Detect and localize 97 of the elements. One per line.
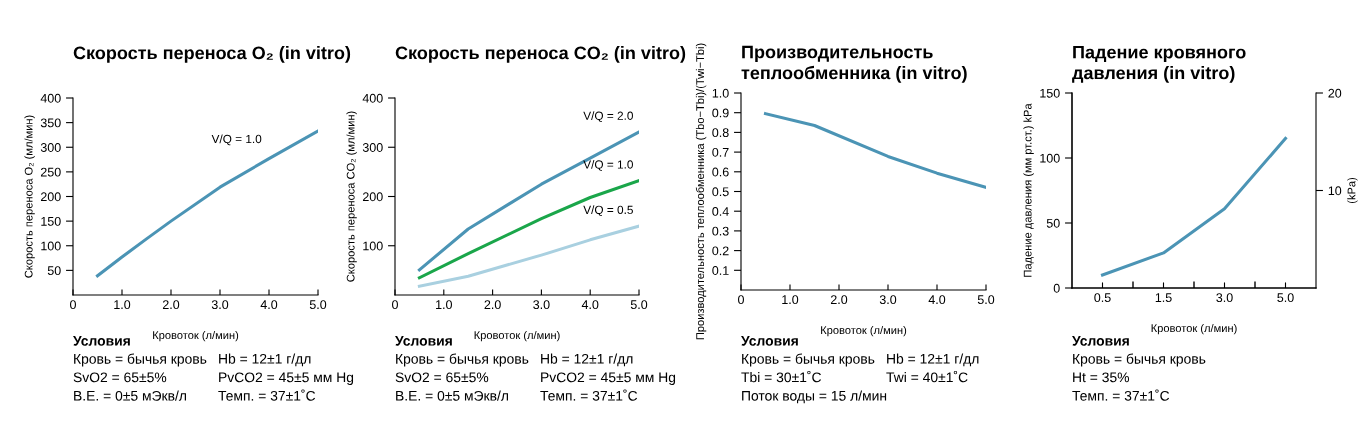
series-label: V/Q = 2.0 <box>583 111 633 123</box>
text: Кровь = бычья кровь <box>74 353 207 367</box>
text: SvO2 = 65±5% <box>73 372 167 383</box>
y-tick-label: 200 <box>362 192 383 202</box>
text: Условия <box>1072 336 1129 346</box>
y-tick-label: 300 <box>362 143 383 152</box>
y-tick-label: 0.4 <box>712 207 729 216</box>
text: Условия <box>741 336 798 346</box>
y-tick-label: 1.0 <box>712 88 729 98</box>
x-axis-title: Кровоток (л/мин) <box>153 330 239 342</box>
x-tick-label: 0 <box>70 300 76 310</box>
text: Ht = 35% <box>1073 372 1130 383</box>
x-tick-label: 0 <box>738 295 744 305</box>
y-axis-title: Падение давления (мм рт.ст.) kPa <box>1023 103 1034 277</box>
y-tick-label: 0.7 <box>712 147 729 157</box>
chart-title: Падение кровяного давления (in vitro) <box>1072 45 1246 83</box>
y-tick-label: 150 <box>41 216 61 226</box>
y-tick-label: 250 <box>40 167 61 177</box>
line-series <box>417 224 639 288</box>
text: Hb = 12±1 г/дл <box>887 353 979 367</box>
y-tick-label: 50 <box>47 266 61 276</box>
x-tick-label: 5.0 <box>309 300 327 310</box>
y-tick-label: 0 <box>1053 283 1060 293</box>
y-tick-label: 0.8 <box>712 128 729 138</box>
series-label: V/Q = 1.0 <box>211 134 262 146</box>
x-tick-label: 3.0 <box>1216 293 1233 303</box>
x-tick-label: 3.0 <box>533 300 550 310</box>
text: Условия <box>395 336 452 346</box>
y-tick-label: 0.1 <box>712 266 729 275</box>
y-tick-label: 350 <box>40 118 61 128</box>
y2-axis-title: (kPa) <box>1347 177 1358 204</box>
x-tick-label: 0 <box>392 300 398 310</box>
text: Темп. = 37±1˚C <box>540 389 638 401</box>
y-tick-label: 300 <box>40 143 61 152</box>
text: Условия <box>73 336 130 346</box>
line-series <box>417 179 639 280</box>
y-axis-title: Скорость переноса CO₂ (мл/мин) <box>346 111 357 282</box>
text: PvCO2 = 45±5 мм Hg <box>541 372 676 385</box>
text: B.E. = 0±5 мЭкв/л <box>74 390 186 401</box>
y-tick-label: 0.3 <box>712 226 729 236</box>
y-tick-label: 400 <box>362 93 383 103</box>
line-series <box>763 112 986 189</box>
y-tick-label: 100 <box>363 241 383 251</box>
line-series <box>95 129 318 278</box>
x-tick-label: 2.0 <box>162 300 180 310</box>
text: Hb = 12±1 г/дл <box>541 353 633 367</box>
text: Темп. = 37±1˚C <box>218 389 316 401</box>
text: SvO2 = 65±5% <box>395 372 489 383</box>
text: PvCO2 = 45±5 мм Hg <box>219 372 354 385</box>
x-tick-label: 2.0 <box>830 295 848 305</box>
x-tick-label: 1.0 <box>782 295 799 305</box>
x-tick-label: 3.0 <box>879 295 897 305</box>
y-tick-label: 100 <box>1040 153 1060 163</box>
text: Кровь = бычья кровь <box>396 353 529 367</box>
x-tick-label: 5.0 <box>630 300 648 310</box>
x-axis-title: Кровоток (л/мин) <box>1151 323 1237 335</box>
x-tick-label: 2.0 <box>484 300 501 310</box>
chart-title: Производительность теплообменника (in vitro) <box>741 45 967 83</box>
x-tick-label: 1.0 <box>436 300 452 310</box>
y-tick-label: 400 <box>40 93 61 103</box>
y-tick-label: 200 <box>40 192 61 202</box>
y-tick-label: 100 <box>41 241 61 251</box>
chart-title: Скорость переноса CO₂ (in vitro) <box>395 46 686 63</box>
text: Кровь = бычья кровь <box>742 353 875 367</box>
x-tick-label: 5.0 <box>977 295 995 305</box>
y-tick-label: 0.2 <box>712 246 729 256</box>
x-tick-label: 0.5 <box>1094 293 1111 303</box>
y-tick-label: 0.6 <box>712 167 729 177</box>
series-label: V/Q = 1.0 <box>583 160 633 171</box>
text: Кровь = бычья кровь <box>1073 353 1206 367</box>
x-tick-label: 3.0 <box>211 300 229 310</box>
y2-tick-label: 20 <box>1328 88 1342 98</box>
line-series <box>417 130 639 272</box>
chart-title: Скорость переноса O₂ (in vitro) <box>73 46 351 63</box>
x-tick-label: 4.0 <box>928 295 946 305</box>
y-axis-title: Скорость переноса O₂ (мл/мин) <box>24 115 35 278</box>
y-tick-label: 50 <box>1046 218 1060 228</box>
x-tick-label: 4.0 <box>260 300 278 310</box>
text: Twi = 40±1˚C <box>886 370 968 383</box>
y-tick-label: 150 <box>1040 88 1060 98</box>
series-label: V/Q = 0.5 <box>583 205 633 217</box>
text: Темп. = 37±1˚C <box>1072 389 1170 401</box>
x-tick-label: 4.0 <box>581 300 599 310</box>
y2-tick-label: 10 <box>1328 186 1342 196</box>
x-axis-title: Кровоток (л/мин) <box>474 330 560 342</box>
text: Tbi = 30±1˚C <box>741 370 822 383</box>
y-tick-label: 0.9 <box>712 108 729 118</box>
x-tick-label: 1.5 <box>1155 293 1172 303</box>
x-tick-label: 1.0 <box>114 300 131 310</box>
text: B.E. = 0±5 мЭкв/л <box>396 390 508 401</box>
text: Hb = 12±1 г/дл <box>219 353 311 367</box>
y-axis-title: Производительность теплообменника (Tbo−Tbi)/(Twi−Tbi) <box>695 43 707 340</box>
x-axis-title: Кровоток (л/мин) <box>821 325 907 337</box>
y-tick-label: 0.5 <box>712 187 729 197</box>
line-series <box>1100 136 1288 277</box>
text: Поток воды = 15 л/мин <box>742 390 887 404</box>
x-tick-label: 5.0 <box>1277 293 1294 303</box>
